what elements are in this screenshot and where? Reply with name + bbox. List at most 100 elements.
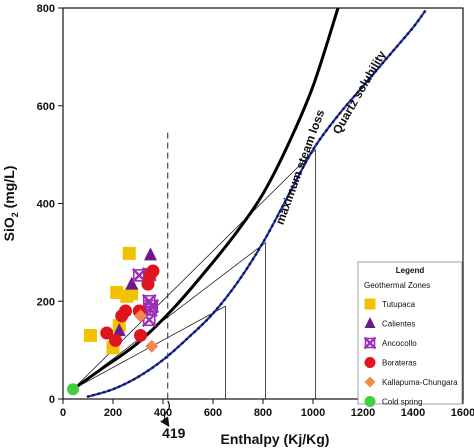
y-tick-label: 400 <box>37 199 55 211</box>
quartz-curve-dot <box>219 302 223 306</box>
quartz-curve-dot <box>205 319 208 322</box>
legend: Legend Geothermal Zones Tutupaca Calientes A… <box>357 261 463 407</box>
quartz-curve-dot <box>137 375 141 378</box>
point-borateras <box>146 264 160 278</box>
quartz-curve-dot <box>270 224 274 228</box>
xsquare-cross-b <box>363 336 377 350</box>
quartz-curve-dot <box>381 61 385 65</box>
quartz-curve-dot <box>181 341 184 345</box>
quartz-curve-dot <box>356 90 360 94</box>
legend-entry-label: Kallapuma-Chungara <box>382 378 458 387</box>
curves-layer <box>72 7 427 398</box>
quartz-curve-dot <box>309 151 313 155</box>
quartz-curve-dot <box>388 53 392 56</box>
quartz-curve-dot <box>420 14 423 18</box>
point-tutupaca <box>122 246 136 260</box>
quartz-curve-dot <box>212 311 216 314</box>
quartz-curve-dot <box>318 137 322 141</box>
xsquare-box <box>145 299 159 313</box>
quartz-curve-dot <box>102 390 106 394</box>
quartz-curve-dot <box>177 345 180 349</box>
quartz-curve-dot <box>201 322 204 326</box>
data-points-layer <box>67 246 160 396</box>
quartz-curve-dot <box>286 195 290 199</box>
point-kallapuma-chungara <box>145 339 159 353</box>
quartz-curve-dot <box>118 385 121 388</box>
x-tick-label: 1400 <box>401 407 425 419</box>
legend-entry-label: Ancocollo <box>382 339 417 348</box>
x-tick-label: 1600 <box>451 407 474 419</box>
legend-title: Legend <box>396 266 425 275</box>
quartz-curve-dot <box>370 74 374 77</box>
point-tutupaca <box>110 285 124 299</box>
quartz-curve-dot <box>223 298 226 301</box>
steam-loss-curve <box>72 7 340 391</box>
point-borateras <box>141 277 155 291</box>
quartz-curve-dot <box>208 315 212 318</box>
quartz-curve-dot <box>245 267 249 270</box>
x-tick-label: 1000 <box>301 407 325 419</box>
quartz-curve-dot <box>374 69 378 73</box>
quartz-curve-dot <box>128 380 131 384</box>
quartz-curve-dot <box>260 243 263 247</box>
quartz-curve-dot <box>299 171 302 174</box>
quartz-curve-dot <box>263 239 266 242</box>
point-borateras <box>100 326 114 340</box>
quartz-curve-dot <box>296 175 300 179</box>
point-calientes <box>112 323 126 337</box>
quartz-curve-dot <box>410 28 413 31</box>
point-tutupaca <box>84 328 97 342</box>
point-cold-spring <box>67 383 79 396</box>
x-tick-label: 600 <box>204 407 222 419</box>
quartz-curve-dot <box>403 36 406 40</box>
quartz-curve-dot <box>335 116 338 119</box>
y-tick-label: 600 <box>37 101 55 113</box>
y-tick-label: 0 <box>49 394 55 406</box>
quartz-curve-dot <box>363 82 367 86</box>
quartz-curve-dot <box>360 86 363 90</box>
point-calientes <box>125 276 139 290</box>
quartz-solubility-curve <box>87 9 427 398</box>
arrow-419 <box>160 400 170 427</box>
quartz-curve-dot <box>185 337 188 341</box>
quartz-curve-dot <box>146 369 150 372</box>
quartz-curve-dot <box>107 389 111 392</box>
quartz-curve-dot <box>331 120 335 123</box>
legend-swatch <box>364 396 376 407</box>
quartz-curve-dot <box>288 190 292 194</box>
quartz-curve-dot <box>278 210 282 213</box>
quartz-curve-dot <box>273 219 277 223</box>
x-tick-label: 200 <box>104 407 122 419</box>
legend-subtitle: Geothermal Zones <box>364 281 430 290</box>
quartz-curve-dot <box>168 352 172 356</box>
x-tick-label: 1200 <box>351 407 375 419</box>
quartz-curve-dot <box>242 271 246 275</box>
quartz-curve-dot <box>248 262 252 266</box>
quartz-curve-dot <box>325 129 328 132</box>
quartz-curve-dot <box>265 234 269 237</box>
quartz-curve-dot <box>132 377 136 381</box>
point-borateras <box>109 333 122 347</box>
quartz-curve-dot <box>416 19 420 23</box>
legend-swatch <box>364 298 376 310</box>
xsquare-box <box>364 337 376 349</box>
quartz-curve-dot <box>226 294 230 297</box>
quartz-curve-dot <box>312 147 316 150</box>
quartz-curve-dot <box>142 372 145 375</box>
quartz-curve-dot <box>160 359 163 363</box>
point-tutupaca <box>125 287 139 301</box>
quartz-curve-dot <box>304 161 307 164</box>
point-borateras <box>119 304 132 318</box>
axes-layer: 0 200 400 600 800 1000 1200 1400 1600 0 200 400 600 8… <box>1 3 474 447</box>
quartz-curve-dot <box>86 395 90 398</box>
x-tick-label: 400 <box>154 407 172 419</box>
y-tick-label: 200 <box>37 296 55 308</box>
quartz-curve-dot <box>406 32 410 35</box>
quartz-curve-dot <box>189 334 192 337</box>
quartz-curve-dot <box>229 289 233 293</box>
quartz-curve-dot <box>399 40 403 44</box>
xsquare-box <box>142 313 156 327</box>
quartz-curve-dot <box>392 49 395 52</box>
quartz-curve-dot <box>385 57 388 60</box>
